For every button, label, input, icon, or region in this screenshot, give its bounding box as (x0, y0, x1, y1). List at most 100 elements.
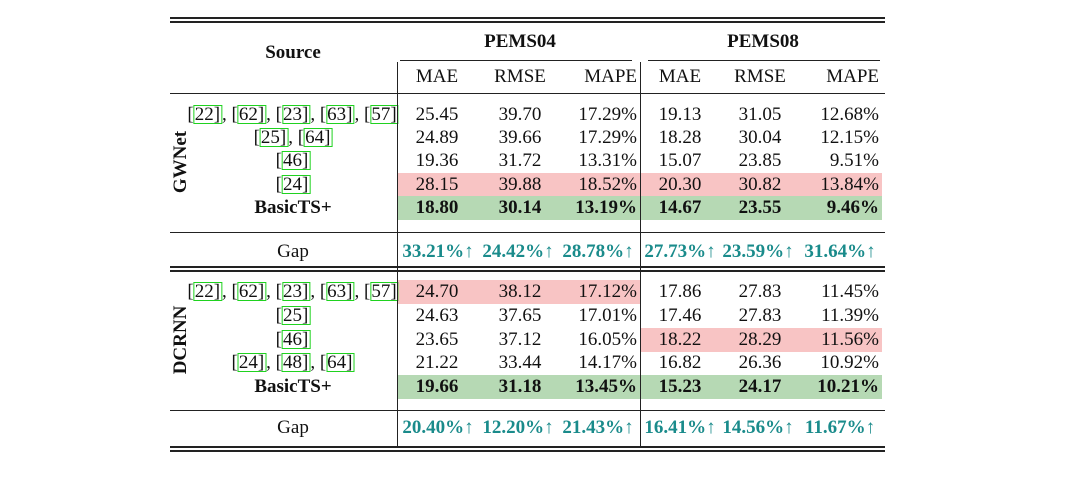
value-cell: 11.56% (821, 329, 879, 350)
value-cell: 17.29% (578, 104, 637, 125)
value-cell: 28.29 (738, 329, 782, 350)
value-cell: 17.29% (578, 127, 637, 148)
value-cell: 9.46% (826, 197, 879, 218)
gap-label: Gap (277, 417, 309, 438)
rule (648, 60, 880, 61)
value-cell: 30.14 (498, 197, 542, 218)
value-cell: 17.01% (578, 305, 637, 326)
value-cell: 27.83 (738, 305, 782, 326)
value-cell: 23.85 (738, 150, 782, 171)
source-cell: [24], [48], [64] (231, 352, 355, 373)
source-cell: BasicTS+ (254, 376, 332, 397)
rule (170, 93, 885, 94)
cell-highlight (398, 375, 640, 399)
value-cell: 14.67 (658, 197, 702, 218)
citation[interactable]: 46] (282, 150, 311, 171)
rule (640, 62, 641, 446)
value-cell: 27.83 (738, 281, 782, 302)
cell-highlight (640, 328, 882, 352)
metric-header: MAPE (584, 66, 637, 87)
value-cell: 24.70 (415, 281, 459, 302)
value-cell: 30.82 (738, 174, 782, 195)
rule (397, 62, 398, 446)
rule (170, 17, 885, 19)
citation[interactable]: 23] (282, 104, 311, 125)
value-cell: 33.44 (498, 352, 542, 373)
value-cell: 31.05 (738, 104, 782, 125)
value-cell: 25.45 (415, 104, 459, 125)
value-cell: 39.70 (498, 104, 542, 125)
citation[interactable]: 24] (237, 352, 267, 373)
group-label: GWNet (170, 130, 191, 194)
group-label: DCRNN (170, 305, 191, 375)
rule (170, 450, 885, 452)
citation[interactable]: 24] (282, 174, 311, 195)
value-cell: 20.30 (658, 174, 702, 195)
value-cell: 15.07 (658, 150, 702, 171)
citation[interactable]: 63] (326, 281, 355, 302)
citation[interactable]: 22] (193, 281, 223, 302)
gap-value: 24.42%↑ (482, 241, 554, 262)
rule (170, 270, 885, 272)
value-cell: 18.28 (658, 127, 702, 148)
gap-value: 28.78%↑ (562, 241, 634, 262)
value-cell: 21.22 (415, 352, 459, 373)
citation[interactable]: 64] (304, 127, 333, 148)
value-cell: 14.17% (578, 352, 637, 373)
value-cell: 16.05% (578, 329, 637, 350)
citation[interactable]: 62] (237, 104, 267, 125)
citation[interactable]: 22] (193, 104, 223, 125)
value-cell: 37.65 (498, 305, 542, 326)
citation[interactable]: 46] (282, 329, 311, 350)
value-cell: 13.45% (575, 376, 637, 397)
value-cell: 24.63 (415, 305, 459, 326)
gap-value: 12.20%↑ (482, 417, 554, 438)
cell-highlight (640, 196, 882, 220)
rule (170, 232, 885, 233)
metric-header: MAE (415, 66, 459, 87)
source-cell: [22], [62], [23], [63], [57] (187, 104, 399, 125)
source-cell: [46] (275, 329, 311, 350)
citation[interactable]: 48] (282, 352, 311, 373)
source-cell: [25], [64] (253, 127, 333, 148)
rule (170, 410, 885, 411)
citation[interactable]: 25] (282, 305, 311, 326)
source-cell: [22], [62], [23], [63], [57] (187, 281, 399, 302)
source-cell: [46] (275, 150, 311, 171)
metric-header: MAE (658, 66, 702, 87)
source-header: Source (265, 42, 321, 63)
gap-value: 11.67%↑ (804, 417, 876, 438)
gap-label: Gap (277, 241, 309, 262)
citation[interactable]: 25] (259, 127, 289, 148)
rule (170, 266, 885, 268)
value-cell: 13.31% (578, 150, 637, 171)
value-cell: 31.72 (498, 150, 542, 171)
value-cell: 26.36 (738, 352, 782, 373)
dataset-header: PEMS04 (484, 31, 556, 52)
value-cell: 19.13 (658, 104, 702, 125)
value-cell: 31.18 (498, 376, 542, 397)
value-cell: 16.82 (658, 352, 702, 373)
value-cell: 28.15 (415, 174, 459, 195)
source-cell: BasicTS+ (254, 197, 332, 218)
value-cell: 17.46 (658, 305, 702, 326)
citation[interactable]: 64] (326, 352, 355, 373)
value-cell: 18.52% (578, 174, 637, 195)
value-cell: 9.51% (829, 150, 879, 171)
citation[interactable]: 57] (370, 104, 399, 125)
source-cell: [25] (275, 305, 311, 326)
gap-value: 14.56%↑ (722, 417, 794, 438)
citation[interactable]: 63] (326, 104, 355, 125)
cell-highlight (640, 375, 882, 399)
rule (400, 60, 632, 61)
citation[interactable]: 23] (282, 281, 311, 302)
source-cell: [24] (275, 174, 311, 195)
value-cell: 11.39% (821, 305, 879, 326)
citation[interactable]: 57] (370, 281, 399, 302)
gap-value: 16.41%↑ (644, 417, 716, 438)
cell-highlight (398, 280, 640, 304)
citation[interactable]: 62] (237, 281, 267, 302)
gap-value: 31.64%↑ (804, 241, 876, 262)
value-cell: 38.12 (498, 281, 542, 302)
gap-value: 23.59%↑ (722, 241, 794, 262)
